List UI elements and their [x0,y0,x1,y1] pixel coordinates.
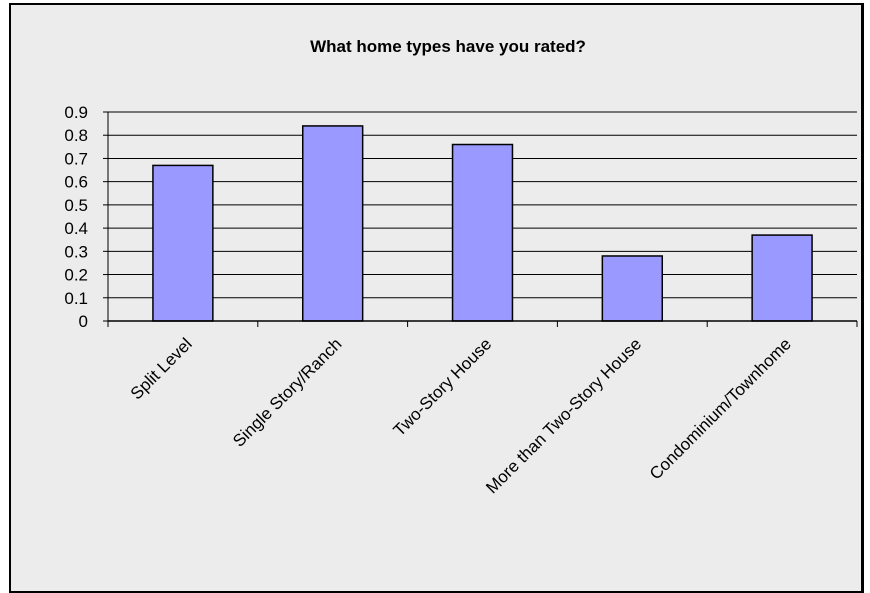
bar [451,143,514,322]
x-axis-tick-labels: Split Level Single Story/Ranch Two-Story H… [127,334,795,497]
y-tick-label: 0.2 [64,266,88,285]
x-tick-label: Condominium/Townhome [646,334,795,483]
y-axis-tick-labels: 0 0.1 0.2 0.3 0.4 0.5 0.6 0.7 0.8 0.9 [64,103,88,331]
x-tick-label: Single Story/Ranch [229,334,345,450]
x-tick-label: More than Two-Story House [482,334,645,497]
axes [103,111,858,327]
y-tick-label: 0.3 [64,242,88,261]
y-tick-label: 0.9 [64,103,88,122]
x-tick-label: Split Level [127,334,196,403]
bar [301,125,364,322]
chart-title: What home types have you rated? [310,37,586,56]
y-tick-label: 0.1 [64,289,88,308]
bar [751,234,813,322]
y-tick-label: 0 [79,312,88,331]
y-tick-label: 0.6 [64,173,88,192]
x-tick-label: Two-Story House [390,334,496,440]
y-tick-label: 0.7 [64,149,88,168]
y-tick-label: 0.5 [64,196,88,215]
bar [152,164,214,322]
y-tick-label: 0.8 [64,126,88,145]
y-tick-label: 0.4 [64,219,88,238]
bars [152,125,813,322]
bar [601,255,664,322]
